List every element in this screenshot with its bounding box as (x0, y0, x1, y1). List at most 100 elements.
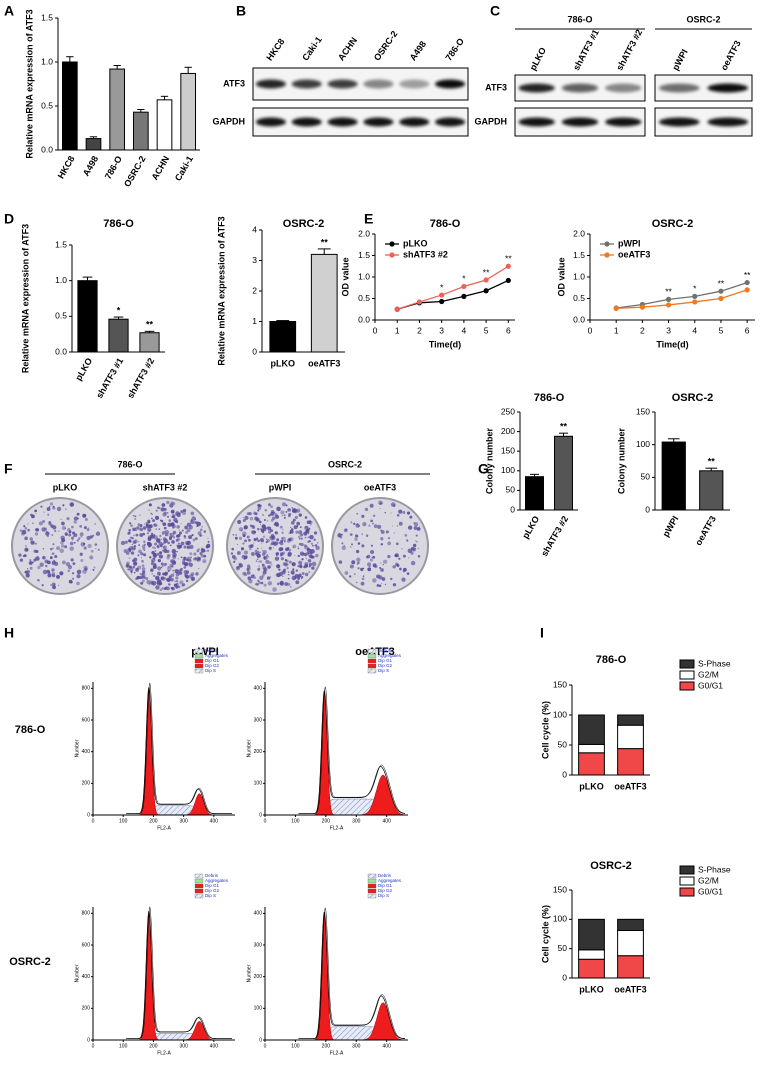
colony (297, 565, 300, 568)
colony (297, 554, 300, 558)
colony (302, 553, 306, 556)
blot-band (255, 79, 286, 89)
colony (362, 567, 365, 570)
colony (299, 565, 303, 568)
y-axis-label: OD value (556, 257, 566, 296)
colony (185, 579, 189, 583)
colony (32, 522, 34, 524)
colony (51, 574, 56, 578)
sample-label: pWPI (269, 482, 292, 492)
histogram (126, 682, 232, 814)
colony (170, 573, 175, 578)
legend-label: G0/G1 (698, 680, 723, 690)
x-tick-label: 400 (210, 818, 219, 824)
x-tick-label: 300 (352, 818, 361, 824)
significance: * (117, 305, 121, 315)
colony (94, 543, 98, 546)
bar (77, 280, 98, 353)
colony (47, 571, 51, 574)
y-tick-label: 1.0 (41, 56, 53, 66)
colony (139, 572, 142, 575)
colony (18, 553, 22, 557)
panel-letter: E (364, 211, 373, 227)
colony (282, 568, 287, 572)
colony (177, 558, 179, 560)
colony (380, 537, 384, 541)
colony (370, 549, 375, 555)
colony (274, 556, 280, 561)
colony (166, 549, 170, 554)
y-tick-label: 400 (254, 911, 263, 917)
colony (291, 562, 296, 567)
colony (261, 552, 266, 556)
colony (308, 562, 313, 567)
chart-title: OSRC-2 (672, 392, 714, 404)
y-tick-label: 0.5 (573, 293, 585, 303)
point (744, 279, 750, 286)
x-tick-label: 0 (588, 325, 593, 335)
colony (137, 565, 142, 570)
colony (373, 524, 378, 528)
colony (197, 531, 202, 536)
colony (356, 523, 359, 526)
colony (406, 511, 411, 515)
histogram (126, 686, 232, 815)
colony (249, 566, 251, 568)
colony (142, 575, 144, 578)
x-tick-label: 6 (506, 325, 511, 335)
colony (167, 554, 170, 557)
colony (398, 509, 403, 514)
colony (176, 550, 178, 553)
colony (304, 545, 309, 550)
point (692, 299, 698, 305)
legend-label: Dip G2 (205, 888, 220, 893)
y-tick-label: 0 (562, 769, 567, 779)
colony (257, 561, 260, 563)
colony (61, 538, 66, 543)
legend-marker (604, 241, 610, 247)
chart-title: 786-O (103, 218, 134, 230)
colony (282, 528, 284, 531)
point (505, 263, 511, 269)
y-tick-label: 150 (501, 445, 515, 455)
y-axis-label: Number (246, 739, 252, 757)
colony (142, 576, 146, 579)
colony (356, 512, 358, 515)
blot-band (327, 117, 358, 127)
colony (242, 534, 246, 538)
bar-segment (578, 918, 605, 951)
colony (89, 555, 94, 560)
colony (410, 560, 416, 566)
y-tick-label: 50 (506, 485, 516, 495)
x-tick-label: 786-O (103, 154, 124, 181)
y-tick-label: 0.5 (41, 100, 53, 110)
y-axis-label: Relative mRNA expression of ATF3 (20, 224, 30, 373)
colony (295, 580, 300, 585)
colony (253, 537, 257, 541)
colony (190, 556, 192, 558)
colony (97, 548, 100, 551)
colony (371, 556, 373, 559)
colony (161, 586, 165, 590)
colony (365, 534, 369, 537)
colony (141, 564, 145, 568)
colony (127, 539, 132, 543)
colony (412, 543, 417, 548)
colony (40, 505, 43, 508)
colony (260, 530, 263, 532)
colony (249, 516, 254, 521)
colony (369, 558, 374, 562)
colony (367, 567, 372, 572)
colony (368, 565, 371, 568)
colony (418, 526, 421, 528)
colony (380, 543, 383, 546)
colony (45, 564, 48, 568)
colony (148, 524, 153, 529)
panel-letter: C (490, 3, 500, 19)
y-tick-label: 0 (510, 504, 515, 514)
colony (315, 544, 317, 547)
colony (281, 531, 284, 534)
legend-label: Aggregates (378, 653, 402, 658)
y-tick-label: 100 (636, 439, 650, 449)
colony (271, 564, 273, 566)
